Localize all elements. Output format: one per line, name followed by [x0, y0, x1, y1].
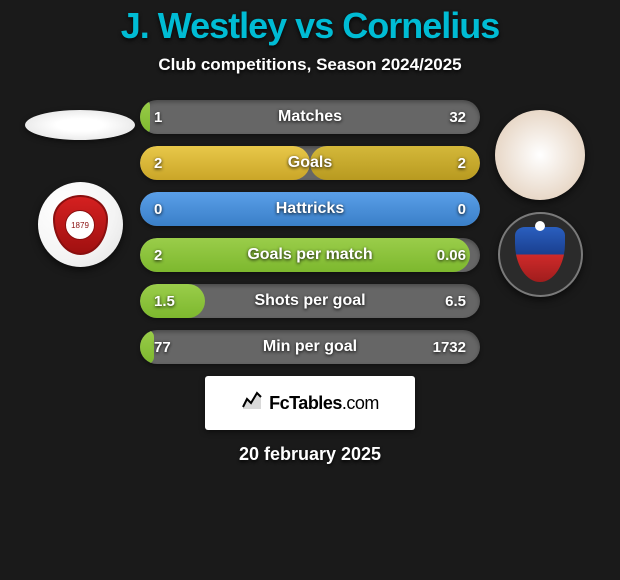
- player-photo-right: [495, 110, 585, 200]
- stat-label: Shots per goal: [140, 292, 480, 310]
- branding-badge: FcTables.com: [205, 376, 415, 430]
- page-subtitle: Club competitions, Season 2024/2025: [158, 55, 461, 75]
- club-crest-left: 1879: [38, 182, 123, 267]
- stats-list: 1Matches322Goals20Hattricks02Goals per m…: [140, 100, 480, 364]
- stat-row-gpm: 2Goals per match0.06: [140, 238, 480, 272]
- stat-label: Min per goal: [140, 338, 480, 356]
- stat-right-value: 0.06: [437, 247, 466, 264]
- stat-row-goals: 2Goals2: [140, 146, 480, 180]
- stat-right-value: 6.5: [445, 293, 466, 310]
- stat-right-value: 2: [458, 155, 466, 172]
- stat-right-value: 32: [449, 109, 466, 126]
- stat-row-spg: 1.5Shots per goal6.5: [140, 284, 480, 318]
- stat-row-mpg: 77Min per goal1732: [140, 330, 480, 364]
- player-photo-left: [25, 110, 135, 140]
- stat-row-matches: 1Matches32: [140, 100, 480, 134]
- stat-label: Hattricks: [140, 200, 480, 218]
- stat-label: Matches: [140, 108, 480, 126]
- page-title: J. Westley vs Cornelius: [121, 5, 500, 47]
- left-column: 1879: [30, 100, 130, 267]
- date-line: 20 february 2025: [239, 444, 381, 465]
- stat-right-value: 0: [458, 201, 466, 218]
- branding-icon: [241, 389, 263, 417]
- stat-right-value: 1732: [433, 339, 466, 356]
- stat-label: Goals per match: [140, 246, 480, 264]
- stat-row-hattricks: 0Hattricks0: [140, 192, 480, 226]
- right-column: [490, 100, 590, 297]
- comparison-card: J. Westley vs Cornelius Club competition…: [0, 0, 620, 580]
- branding-text: FcTables.com: [269, 393, 379, 414]
- main-area: 1879 1Matches322Goals20Hattricks02Goals …: [0, 100, 620, 364]
- stat-label: Goals: [140, 154, 480, 172]
- club-crest-right: [498, 212, 583, 297]
